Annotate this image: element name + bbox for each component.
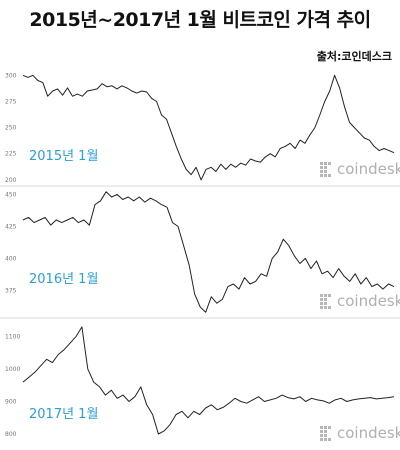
period-label: 2015년 1월	[29, 149, 98, 164]
y-tick-label: 1000	[5, 366, 20, 373]
watermark-text: coindesk	[337, 160, 400, 178]
coindesk-logo-icon	[324, 302, 327, 305]
coindesk-logo-icon	[320, 170, 323, 173]
period-label: 2016년 1월	[29, 272, 98, 287]
coindesk-logo-icon	[324, 298, 327, 301]
watermark-text: coindesk	[337, 292, 400, 310]
y-tick-label: 250	[5, 125, 17, 132]
y-tick-label: 1100	[5, 334, 20, 341]
coindesk-logo-icon	[328, 438, 331, 441]
coindesk-logo-icon	[328, 426, 331, 429]
coindesk-logo-icon	[320, 174, 323, 177]
price-line	[22, 191, 395, 313]
coindesk-watermark	[320, 294, 331, 309]
coindesk-logo-icon	[320, 306, 323, 309]
period-label: 2017년 1월	[29, 407, 98, 422]
y-tick-label: 800	[5, 431, 17, 438]
y-tick-label: 375	[5, 287, 17, 294]
coindesk-logo-icon	[320, 434, 323, 437]
coindesk-logo-icon	[324, 166, 327, 169]
coindesk-logo-icon	[320, 430, 323, 433]
y-tick-label: 900	[5, 399, 17, 406]
y-tick-label: 425	[5, 223, 17, 230]
coindesk-logo-icon	[324, 170, 327, 173]
coindesk-watermark	[320, 162, 331, 177]
coindesk-logo-icon	[320, 162, 323, 165]
coindesk-logo-icon	[328, 294, 331, 297]
source-label: 출처:코인데스크	[316, 50, 392, 63]
coindesk-logo-icon	[324, 306, 327, 309]
coindesk-logo-icon	[324, 434, 327, 437]
coindesk-logo-icon	[328, 162, 331, 165]
y-tick-label: 200	[5, 177, 17, 184]
coindesk-logo-icon	[328, 306, 331, 309]
coindesk-logo-icon	[324, 162, 327, 165]
coindesk-logo-icon	[320, 438, 323, 441]
y-tick-label: 300	[5, 72, 17, 79]
y-tick-label: 225	[5, 151, 17, 158]
y-tick-label: 275	[5, 98, 17, 105]
price-line	[22, 326, 395, 435]
y-tick-label: 400	[5, 255, 17, 262]
coindesk-logo-icon	[320, 294, 323, 297]
page-title: 2015년~2017년 1월 비트코인 가격 추이	[29, 9, 371, 31]
coindesk-logo-icon	[324, 294, 327, 297]
coindesk-logo-icon	[320, 298, 323, 301]
coindesk-logo-icon	[324, 426, 327, 429]
coindesk-logo-icon	[324, 174, 327, 177]
coindesk-logo-icon	[324, 438, 327, 441]
watermark-text: coindesk	[337, 424, 400, 442]
coindesk-logo-icon	[320, 426, 323, 429]
y-tick-label: 450	[5, 191, 17, 198]
coindesk-logo-icon	[324, 430, 327, 433]
coindesk-logo-icon	[320, 166, 323, 169]
coindesk-watermark	[320, 426, 331, 441]
price-line	[22, 74, 395, 181]
coindesk-logo-icon	[320, 302, 323, 305]
coindesk-logo-icon	[328, 174, 331, 177]
